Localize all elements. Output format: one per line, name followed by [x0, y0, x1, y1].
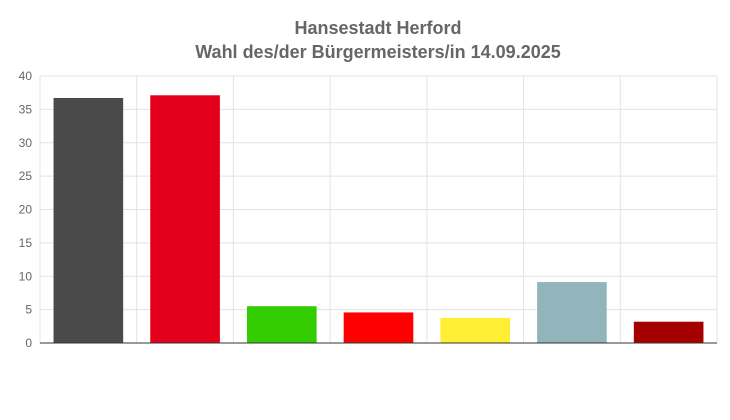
bar: [440, 317, 511, 343]
x-tick-label: selmann, "Bürger für Herford": [430, 347, 583, 414]
y-tick-label: 40: [19, 69, 33, 83]
y-tick-label: 35: [19, 102, 33, 116]
y-tick-label: 15: [19, 236, 33, 250]
bar: [53, 97, 124, 343]
y-tick-label: 20: [19, 203, 33, 217]
value-label: 9,13 %: [537, 364, 577, 390]
x-tick-label: Heeper, FDP: [416, 347, 486, 384]
y-tick-label: 10: [19, 269, 33, 283]
bar: [150, 95, 220, 344]
x-tick-label: Theisen, CDU: [24, 347, 100, 386]
value-label: 3,19 %: [633, 364, 673, 390]
value-label: 5,51 %: [246, 364, 286, 390]
value-label: 3,76 %: [440, 364, 480, 390]
chart-subtitle: Wahl des/der Bürgermeisters/in 14.09.202…: [195, 42, 561, 62]
y-tick-label: 0: [25, 336, 32, 350]
value-label: 37,11 %: [144, 364, 190, 392]
x-tick-label: Polat, Die Linke: [306, 347, 390, 389]
bar: [537, 282, 607, 343]
value-label: 4,58 %: [343, 364, 383, 390]
bar: [343, 312, 414, 343]
y-tick-label: 5: [25, 303, 32, 317]
chart-title: Hansestadt Herford: [294, 18, 461, 38]
x-tick-label: Kähler, SPD: [130, 347, 197, 383]
bar: [633, 321, 704, 343]
x-tick-label: Kannegießer, Die PARTEI: [545, 347, 680, 407]
x-tick-label: Vendramin, GRÜNE: [187, 347, 293, 397]
y-tick-label: 25: [19, 169, 33, 183]
x-tick-label-group: selmann, "Bürger für Herford"9,13 %: [430, 347, 583, 414]
value-label: 36,71 %: [47, 364, 93, 392]
y-tick-label: 30: [19, 136, 33, 150]
bar: [246, 306, 317, 343]
